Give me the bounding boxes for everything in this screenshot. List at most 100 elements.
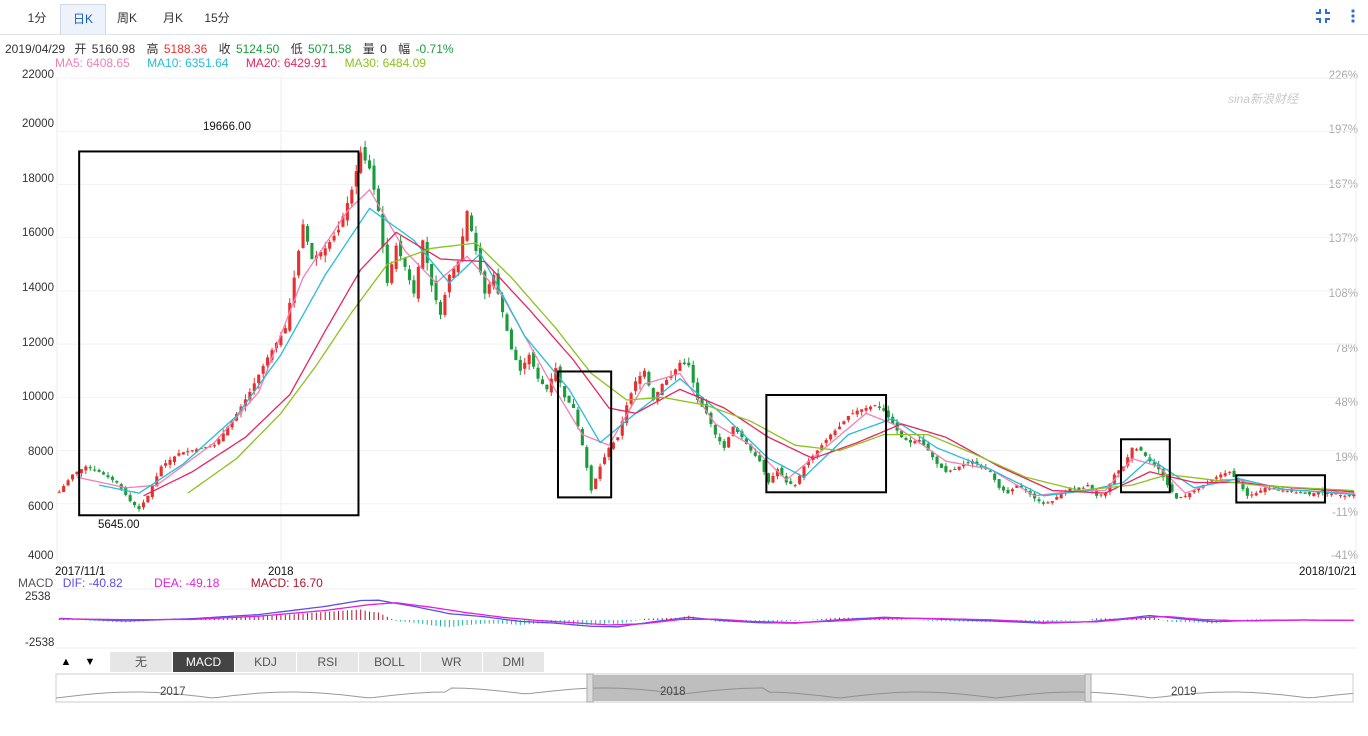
candle-body — [505, 314, 509, 331]
candle-body — [70, 474, 75, 480]
tab-15min[interactable]: 15分 — [204, 11, 230, 25]
candle-body — [545, 384, 549, 390]
ma20-legend: MA20: 6429.91 — [245, 56, 328, 70]
candle-body — [789, 481, 793, 484]
y-tick: 10000 — [22, 391, 54, 403]
candle-body — [84, 466, 88, 471]
candle-body — [1143, 452, 1147, 456]
candle-body — [1276, 489, 1280, 491]
indicator-dmi[interactable]: DMI — [483, 652, 545, 672]
candle-body — [580, 428, 584, 446]
candle-body — [434, 280, 438, 301]
candle-body — [1294, 492, 1298, 494]
highlight-box — [1235, 474, 1326, 504]
ma10-legend: MA10: 6351.64 — [147, 56, 229, 70]
candle-body — [221, 433, 225, 442]
indicator-kdj[interactable]: KDJ — [235, 652, 297, 672]
candle-body — [864, 407, 868, 411]
candle-body — [106, 475, 110, 478]
candle-body — [110, 476, 114, 480]
candle-body — [461, 236, 465, 262]
navigator-selection[interactable] — [593, 675, 1085, 701]
change-label: 幅 — [398, 42, 411, 56]
candle-body — [1281, 490, 1285, 492]
candle-body — [634, 381, 638, 391]
candle-body — [496, 273, 500, 294]
candle-body — [1307, 492, 1312, 495]
tab-monthly-k[interactable]: 月K — [162, 11, 183, 25]
change-value: -0.71% — [415, 42, 454, 56]
candle-body — [873, 405, 877, 407]
candle-body — [607, 447, 611, 457]
candle-body — [257, 374, 261, 384]
candle-body — [549, 378, 553, 393]
candle-body — [1263, 487, 1267, 493]
candle-body — [1166, 475, 1170, 486]
indicator-wr[interactable]: WR — [421, 652, 483, 672]
candle-body — [1338, 495, 1343, 497]
candle-body — [979, 466, 983, 468]
indicator-macd[interactable]: MACD — [173, 652, 235, 672]
candle-body — [1103, 493, 1108, 496]
y-tick: 14000 — [22, 282, 54, 294]
candle-body — [248, 392, 252, 400]
candle-body — [394, 245, 398, 269]
tab-1min[interactable]: 1分 — [27, 11, 47, 25]
candle-body — [350, 189, 354, 204]
candle-body — [443, 294, 447, 316]
candle-body — [430, 263, 434, 286]
sina-watermark: sina新浪财经 — [1228, 92, 1299, 106]
candle-body — [101, 472, 106, 475]
candle-body — [186, 451, 190, 453]
ma30-legend: MA30: 6484.09 — [344, 56, 426, 70]
candle-body — [1041, 502, 1045, 504]
candle-body — [212, 445, 216, 447]
tab-weekly-k[interactable]: 周K — [116, 11, 137, 25]
candle-body — [1299, 492, 1303, 494]
candle-body — [1059, 493, 1063, 499]
candle-body — [1081, 487, 1085, 489]
candle-body — [1006, 490, 1010, 494]
candle-body — [948, 470, 952, 472]
candle-body — [687, 362, 691, 366]
navigator-handle-left[interactable] — [586, 673, 594, 703]
scroll-down-arrow-icon[interactable]: ▼ — [84, 656, 96, 668]
indicator-none[interactable]: 无 — [110, 652, 173, 672]
candle-body — [904, 438, 908, 440]
candle-body — [868, 406, 873, 410]
candle-body — [665, 380, 669, 385]
indicator-rsi[interactable]: RSI — [297, 652, 359, 672]
candle-body — [1019, 485, 1023, 488]
candle-body — [1179, 497, 1183, 499]
candle-body — [696, 382, 700, 400]
candle-body — [1010, 489, 1014, 492]
candle-body — [328, 242, 332, 249]
candle-body — [1015, 485, 1019, 488]
scroll-up-arrow-icon[interactable]: ▲ — [60, 656, 72, 668]
candle-body — [771, 475, 775, 483]
candle-body — [172, 456, 177, 463]
candle-body — [1139, 447, 1143, 451]
candle-body — [846, 415, 850, 421]
candle-body — [323, 248, 327, 256]
candle-body — [1228, 471, 1232, 473]
candle-body — [363, 147, 367, 161]
candle-body — [292, 277, 296, 304]
candle-body — [917, 439, 921, 442]
tab-daily-k[interactable]: 日K — [60, 4, 106, 34]
candle-body — [332, 235, 336, 241]
candle-body — [283, 328, 287, 334]
candle-body — [359, 152, 363, 173]
shrink-arrows-icon[interactable] — [1315, 8, 1331, 24]
y-tick: 22000 — [22, 69, 54, 81]
candle-body — [181, 452, 185, 455]
candle-body — [523, 362, 527, 369]
navigator-handle-right[interactable] — [1084, 673, 1092, 703]
vertical-dots-icon[interactable] — [1345, 8, 1361, 24]
candle-body — [301, 224, 305, 248]
candle-body — [407, 269, 412, 281]
indicator-boll[interactable]: BOLL — [359, 652, 421, 672]
candle-body — [492, 274, 496, 287]
high-label: 高 — [146, 42, 159, 56]
